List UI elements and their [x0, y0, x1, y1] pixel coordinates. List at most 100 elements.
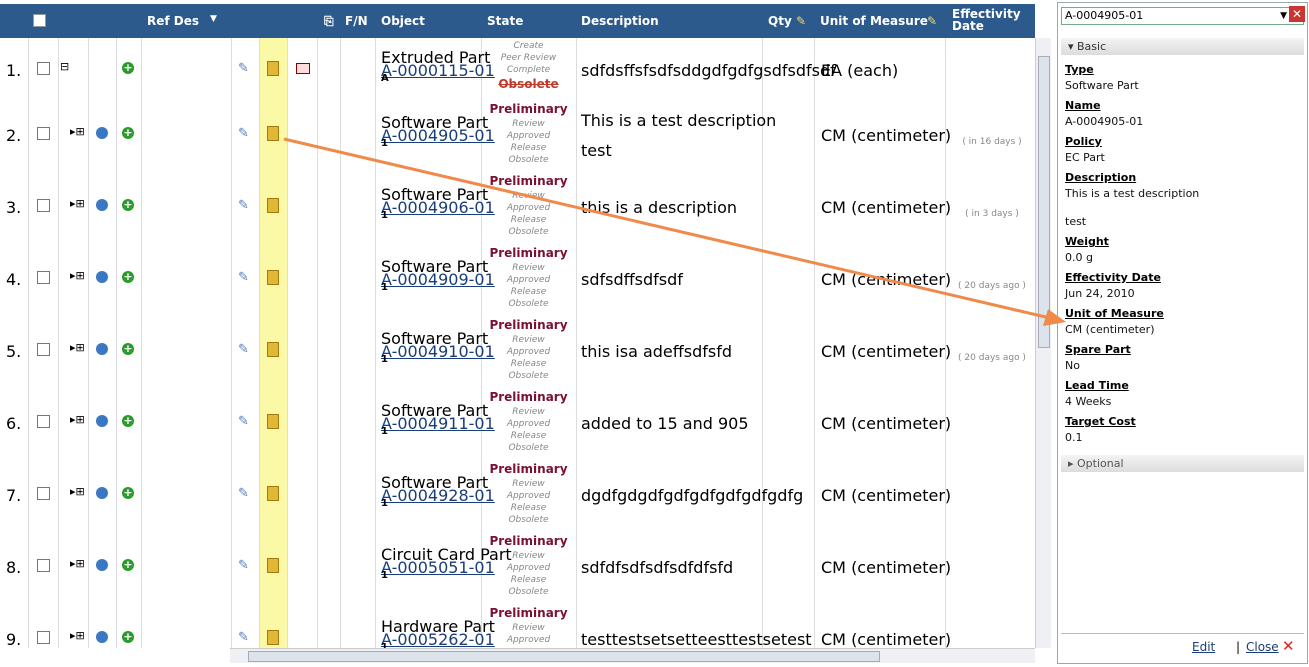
cell-border — [28, 241, 29, 313]
col-qty[interactable]: Qty — [768, 14, 792, 28]
navigate-icon[interactable] — [96, 559, 108, 571]
col-description[interactable]: Description — [581, 14, 659, 28]
col-object[interactable]: Object — [381, 14, 425, 28]
navigate-icon[interactable] — [96, 631, 108, 643]
object-id[interactable]: A-0004910-01 — [381, 342, 495, 361]
expand-icon[interactable]: ▸⊞ — [70, 629, 85, 642]
notes-icon[interactable] — [267, 414, 279, 429]
add-icon[interactable]: + — [122, 558, 134, 571]
navigate-icon[interactable] — [96, 199, 108, 211]
row-checkbox[interactable] — [37, 199, 50, 212]
row-number: 2. — [6, 126, 22, 145]
expand-icon[interactable]: ▸⊞ — [70, 341, 85, 354]
notes-icon[interactable] — [267, 486, 279, 501]
row-checkbox[interactable] — [37, 61, 50, 75]
cell-border — [88, 457, 89, 529]
cell-border — [945, 601, 946, 648]
notes-icon[interactable] — [267, 126, 279, 141]
select-all-checkbox[interactable] — [33, 14, 46, 27]
edit-icon[interactable]: ✎ — [238, 414, 249, 429]
basic-section-header[interactable]: ▾ Basic — [1061, 38, 1304, 55]
col-ref-des[interactable]: Ref Des — [147, 14, 200, 28]
add-icon[interactable]: + — [122, 270, 134, 283]
notes-icon[interactable] — [267, 342, 279, 357]
scroll-thumb[interactable] — [1038, 56, 1050, 348]
row-checkbox[interactable] — [37, 559, 50, 572]
add-icon[interactable]: + — [122, 630, 134, 643]
cell-border — [375, 38, 376, 97]
row-number: 6. — [6, 414, 22, 433]
col-fn[interactable]: F/N — [345, 14, 368, 28]
cell-border — [317, 529, 318, 601]
col-effectivity[interactable]: Effectivity Date — [952, 7, 1021, 33]
notes-icon[interactable] — [267, 60, 279, 76]
object-select[interactable]: A-0004905-01 ▼ — [1061, 7, 1304, 25]
object-id[interactable]: A-0005262-01 — [381, 630, 495, 648]
add-icon[interactable]: + — [122, 198, 134, 211]
edit-icon[interactable]: ✎ — [238, 486, 249, 501]
row-checkbox[interactable] — [37, 271, 50, 284]
dropdown-arrow[interactable]: ▼ — [1280, 11, 1287, 21]
expand-icon[interactable]: ▸⊞ — [70, 125, 85, 138]
notes-icon[interactable] — [267, 198, 279, 213]
object-id[interactable]: A-0004928-01 — [381, 486, 495, 505]
scroll-thumb[interactable] — [248, 651, 880, 662]
edit-icon[interactable]: ✎ — [238, 270, 249, 285]
notes-icon[interactable] — [267, 270, 279, 285]
add-icon[interactable]: + — [122, 60, 134, 74]
object-id[interactable]: A-0004911-01 — [381, 414, 495, 433]
edit-link[interactable]: Edit — [1192, 640, 1216, 654]
row-checkbox[interactable] — [37, 127, 50, 140]
state-step: Release — [510, 359, 547, 369]
object-id[interactable]: A-0005051-01 — [381, 558, 495, 577]
close-link[interactable]: Close — [1246, 640, 1279, 654]
edit-icon[interactable]: ✎ — [238, 126, 249, 141]
navigate-icon[interactable] — [96, 487, 108, 499]
current-state: Preliminary — [489, 102, 568, 116]
navigate-icon[interactable] — [96, 271, 108, 283]
edit-icon[interactable]: ✎ — [238, 342, 249, 357]
expand-icon[interactable]: ▸⊞ — [70, 269, 85, 282]
expand-icon[interactable]: ▸⊞ — [70, 197, 85, 210]
cell-border — [141, 385, 142, 457]
row-checkbox[interactable] — [37, 631, 50, 644]
expand-icon[interactable]: ▸⊞ — [70, 557, 85, 570]
cell-border — [116, 241, 117, 313]
close-panel-button[interactable]: ✕ — [1289, 6, 1305, 22]
row-checkbox[interactable] — [37, 487, 50, 500]
cell-border — [88, 601, 89, 648]
add-icon[interactable]: + — [122, 342, 134, 355]
object-id[interactable]: A-0004905-01 — [381, 126, 495, 145]
col-uom[interactable]: Unit of Measure — [820, 14, 928, 28]
navigate-icon[interactable] — [96, 415, 108, 427]
navigate-icon[interactable] — [96, 127, 108, 139]
notes-icon[interactable] — [267, 630, 279, 645]
add-icon[interactable]: + — [122, 414, 134, 427]
horizontal-scrollbar[interactable] — [230, 648, 1035, 663]
edit-icon[interactable]: ✎ — [238, 198, 249, 213]
expand-icon[interactable]: ▸⊞ — [70, 413, 85, 426]
report-icon[interactable] — [296, 62, 310, 74]
add-icon[interactable]: + — [122, 486, 134, 499]
col-state[interactable]: State — [487, 14, 524, 28]
add-icon[interactable]: + — [122, 126, 134, 139]
notes-icon[interactable] — [267, 558, 279, 573]
edit-icon[interactable]: ✎ — [238, 60, 249, 76]
edit-icon[interactable]: ✎ — [238, 630, 249, 645]
cell-border — [231, 313, 232, 385]
row-checkbox[interactable] — [37, 343, 50, 356]
cell-border — [576, 241, 577, 313]
expand-icon[interactable]: ⊟ — [60, 59, 70, 73]
optional-section-header[interactable]: ▸ Optional — [1061, 455, 1304, 472]
object-id[interactable]: A-0000115-01 — [381, 60, 495, 80]
row-checkbox[interactable] — [37, 415, 50, 428]
edit-icon[interactable]: ✎ — [238, 558, 249, 573]
object-id[interactable]: A-0004906-01 — [381, 198, 495, 217]
unit-of-measure: CM (centimeter) — [821, 486, 952, 505]
expand-icon[interactable]: ▸⊞ — [70, 485, 85, 498]
vertical-scrollbar[interactable] — [1035, 38, 1051, 648]
field-value: EC Part — [1065, 151, 1105, 164]
object-id[interactable]: A-0004909-01 — [381, 270, 495, 289]
close-icon[interactable]: ✕ — [1282, 637, 1295, 655]
navigate-icon[interactable] — [96, 343, 108, 355]
